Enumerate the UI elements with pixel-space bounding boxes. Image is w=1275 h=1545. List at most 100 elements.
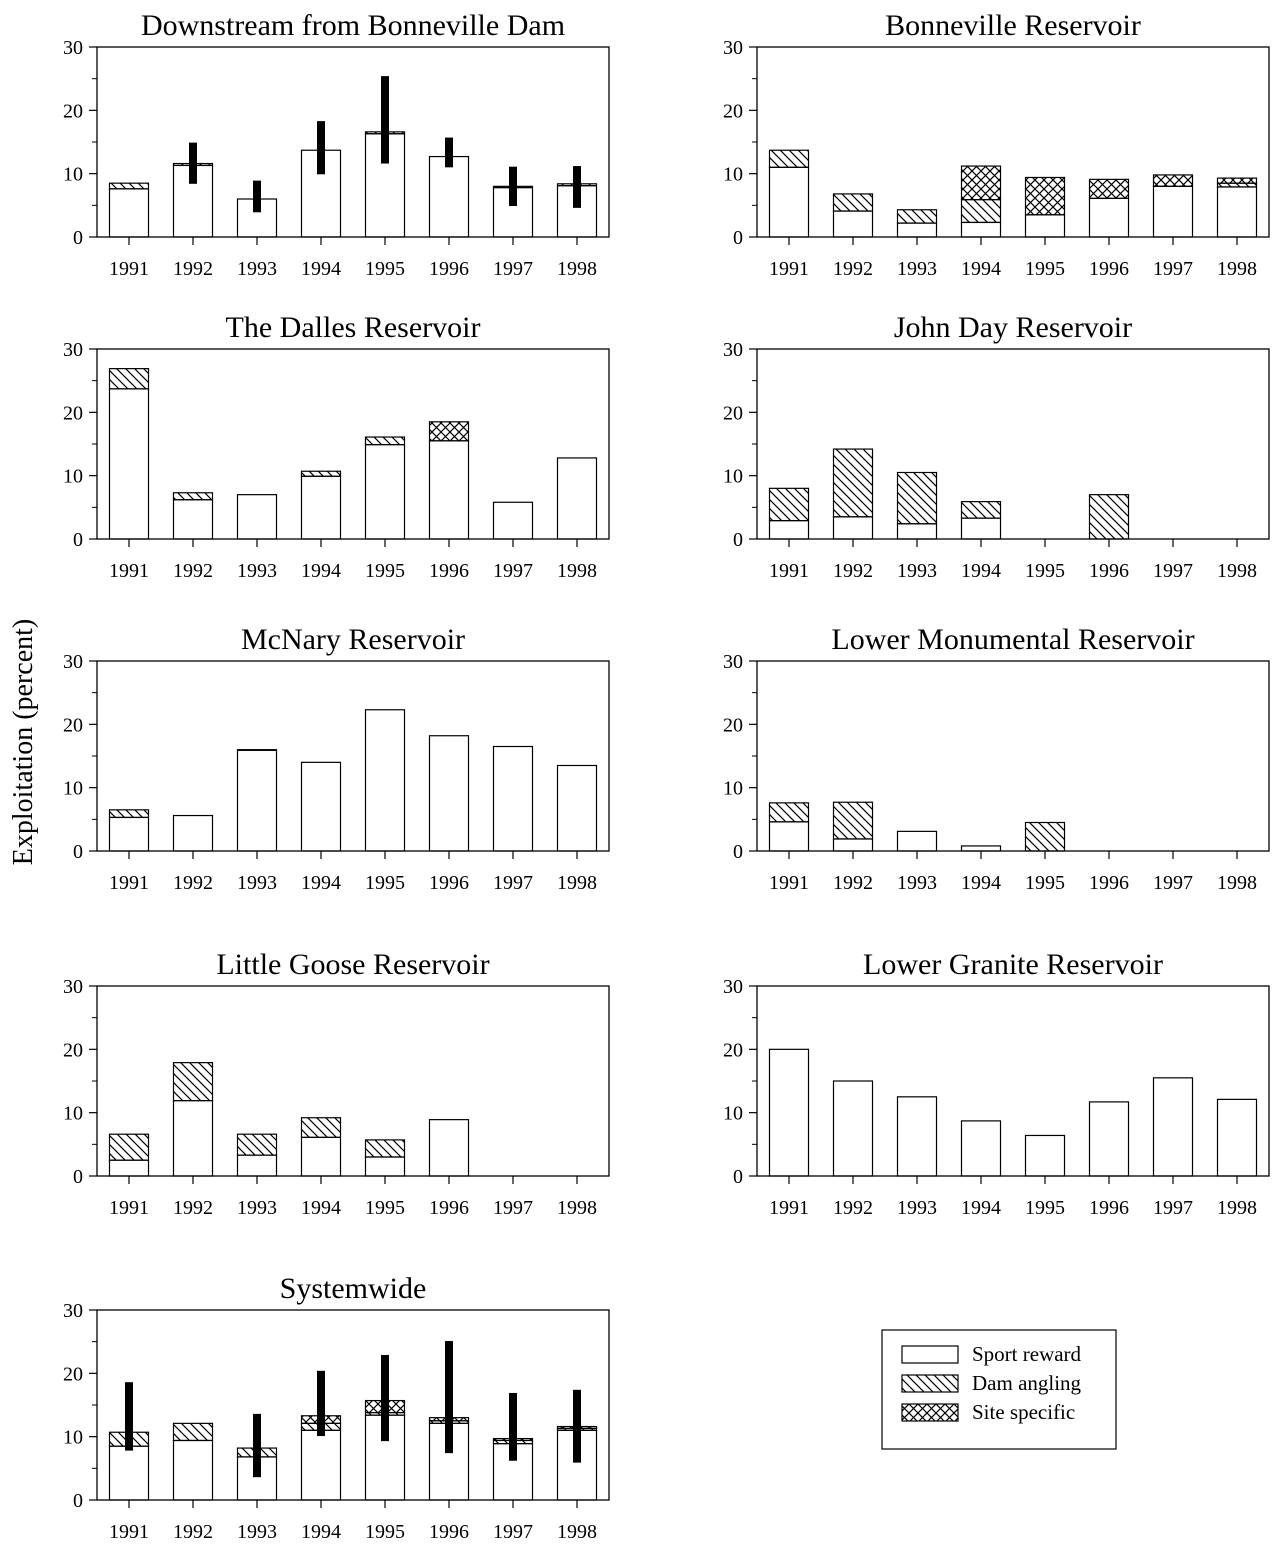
x-tick-label: 1993: [237, 872, 277, 894]
x-tick-label: 1992: [833, 560, 873, 582]
y-tick-label: 10: [63, 164, 83, 186]
error-bar: [381, 1354, 389, 1442]
bar-segment: [236, 1133, 278, 1156]
y-tick-label: 30: [63, 1300, 83, 1322]
y-tick-label: 30: [63, 651, 83, 673]
chart-panel: Systemwide 0 10 20 30 1991 1992 1993 1994 1995 199…: [63, 1272, 610, 1543]
bar-segment: [960, 199, 1002, 224]
bar-segment: [1024, 1134, 1066, 1177]
x-tick-label: 1992: [833, 258, 873, 280]
y-tick-label: 0: [73, 841, 83, 863]
error-bar: [317, 1370, 325, 1437]
x-tick-label: 1993: [237, 1521, 277, 1543]
x-tick-label: 1992: [833, 1197, 873, 1219]
chart-title: Systemwide: [280, 1272, 427, 1305]
bar-segment: [492, 745, 534, 852]
bar-segment: [768, 1048, 810, 1177]
x-tick-label: 1993: [897, 1197, 937, 1219]
bar-segment: [492, 501, 534, 540]
x-tick-label: 1996: [429, 560, 469, 582]
x-tick-label: 1997: [493, 560, 533, 582]
bar-segment: [172, 1439, 214, 1501]
bar-segment: [960, 845, 1002, 852]
bar-segment: [768, 487, 810, 522]
x-tick-label: 1996: [429, 258, 469, 280]
x-tick-label: 1992: [173, 1521, 213, 1543]
bar-segment: [1024, 821, 1066, 852]
bar-segment: [832, 193, 874, 212]
chart-title: Bonneville Reservoir: [885, 9, 1141, 42]
bar-segment: [832, 516, 874, 540]
x-tick-label: 1993: [237, 258, 277, 280]
x-tick-label: 1993: [897, 872, 937, 894]
bar-segment: [896, 471, 938, 525]
x-tick-label: 1998: [557, 258, 597, 280]
bar-segment: [556, 764, 598, 852]
x-tick-label: 1995: [365, 1197, 405, 1219]
bar-segment: [300, 475, 342, 540]
chart-panel: Bonneville Reservoir 0 10 20 30 1991 1992 1993 1…: [723, 9, 1270, 280]
bar-segment: [236, 494, 278, 540]
x-tick-label: 1992: [173, 560, 213, 582]
chart-panel: John Day Reservoir 0 10 20 30 1991 1992 1993 199…: [723, 311, 1270, 582]
bar-segment: [1024, 176, 1066, 216]
bar-segment: [1152, 1077, 1194, 1177]
x-tick-label: 1995: [1025, 560, 1065, 582]
y-tick-label: 10: [723, 778, 743, 800]
y-tick-label: 10: [63, 778, 83, 800]
plot-frame: [96, 1309, 610, 1501]
bar-segment: [960, 221, 1002, 238]
x-tick-label: 1996: [429, 1521, 469, 1543]
bar-segment: [1216, 186, 1258, 238]
error-bar: [509, 166, 517, 206]
bar-segment: [556, 457, 598, 540]
y-tick-label: 10: [63, 1427, 83, 1449]
y-tick-label: 0: [733, 529, 743, 551]
x-tick-label: 1997: [493, 1197, 533, 1219]
chart-title: Lower Monumental Reservoir: [831, 623, 1194, 656]
x-tick-label: 1991: [109, 258, 149, 280]
x-tick-label: 1994: [301, 1521, 341, 1543]
x-tick-label: 1994: [301, 1197, 341, 1219]
x-tick-label: 1997: [493, 258, 533, 280]
x-tick-label: 1993: [897, 258, 937, 280]
error-bar: [253, 180, 261, 213]
x-tick-label: 1995: [365, 560, 405, 582]
y-tick-label: 0: [73, 227, 83, 249]
y-tick-label: 30: [63, 339, 83, 361]
bar-segment: [300, 1117, 342, 1138]
bar-segment: [1216, 177, 1258, 184]
x-tick-label: 1995: [365, 1521, 405, 1543]
y-tick-label: 20: [723, 100, 743, 122]
bar-segment: [428, 155, 470, 238]
error-bar: [125, 1382, 133, 1451]
y-tick-label: 0: [73, 529, 83, 551]
bar-segment: [1088, 1101, 1130, 1177]
error-bar: [445, 137, 453, 168]
y-tick-label: 0: [733, 841, 743, 863]
bar-segment: [172, 1062, 214, 1102]
bar-segment: [172, 499, 214, 540]
chart-panel: The Dalles Reservoir 0 10 20 30 1991 1992 1993 1…: [63, 311, 610, 582]
x-tick-label: 1993: [237, 560, 277, 582]
x-tick-label: 1997: [493, 872, 533, 894]
bar-segment: [832, 210, 874, 238]
legend-label: Site specific: [972, 1400, 1075, 1424]
x-tick-label: 1991: [769, 872, 809, 894]
chart-panel: Little Goose Reservoir 0 10 20 30 1991 1992 199…: [63, 948, 610, 1219]
y-tick-label: 20: [63, 1363, 83, 1385]
x-tick-label: 1996: [429, 1197, 469, 1219]
x-tick-label: 1996: [1089, 258, 1129, 280]
bar-segment: [364, 444, 406, 540]
bar-segment: [832, 801, 874, 840]
bar-segment: [960, 517, 1002, 540]
bar-segment: [428, 1119, 470, 1177]
x-tick-label: 1991: [109, 872, 149, 894]
bar-segment: [172, 1422, 214, 1442]
bar-segment: [896, 523, 938, 540]
bar-segment: [236, 749, 278, 852]
x-tick-label: 1998: [557, 1521, 597, 1543]
x-tick-label: 1994: [961, 560, 1001, 582]
plot-frame: [756, 985, 1270, 1177]
bar-segment: [428, 440, 470, 540]
